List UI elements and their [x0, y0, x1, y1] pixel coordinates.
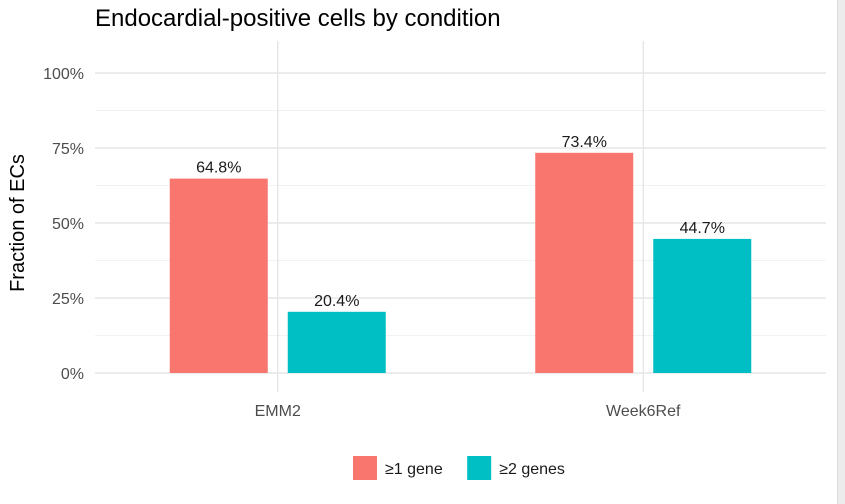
x-tick-labels: EMM2 Week6Ref	[255, 403, 681, 420]
y-tick-label: 75%	[52, 141, 84, 158]
legend: ≥1 gene ≥2 genes	[353, 456, 565, 480]
bar	[169, 178, 268, 373]
data-label: 73.4%	[562, 134, 607, 151]
legend-key	[467, 456, 492, 480]
scrollbar-edge	[837, 0, 845, 504]
y-tick-label: 100%	[43, 66, 84, 83]
legend-label: ≥2 genes	[499, 461, 565, 478]
bar	[653, 238, 752, 373]
bar	[287, 311, 386, 373]
legend-label: ≥1 gene	[385, 461, 443, 478]
y-tick-labels: 0% 25% 50% 75% 100%	[43, 66, 84, 383]
data-labels: 64.8% 20.4% 73.4% 44.7%	[196, 134, 725, 310]
bar	[535, 152, 634, 373]
y-tick-label: 0%	[61, 366, 84, 383]
y-axis-title: Fraction of ECs	[7, 154, 29, 292]
data-label: 44.7%	[680, 220, 725, 237]
x-tick-label: EMM2	[255, 403, 301, 420]
chart-title: Endocardial-positive cells by condition	[95, 5, 501, 32]
data-label: 64.8%	[196, 160, 241, 177]
y-tick-label: 50%	[52, 216, 84, 233]
y-tick-label: 25%	[52, 291, 84, 308]
x-tick-label: Week6Ref	[606, 403, 681, 420]
legend-key	[353, 456, 377, 480]
data-label: 20.4%	[314, 293, 359, 310]
bars	[169, 152, 752, 373]
